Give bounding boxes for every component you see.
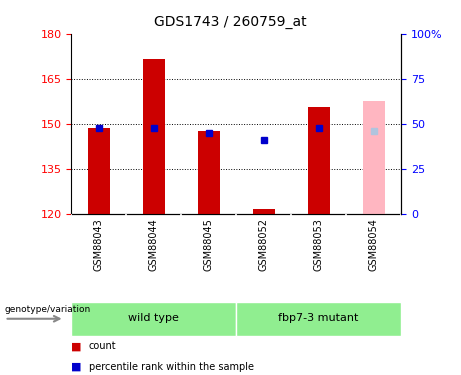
Bar <box>88 128 110 214</box>
Bar <box>307 107 330 214</box>
Text: GSM88045: GSM88045 <box>204 218 214 271</box>
Text: GSM88044: GSM88044 <box>149 218 159 271</box>
Bar <box>236 302 401 336</box>
Bar <box>198 131 220 214</box>
Bar <box>71 302 236 336</box>
Text: genotype/variation: genotype/variation <box>5 305 91 314</box>
Text: GDS1743 / 260759_at: GDS1743 / 260759_at <box>154 15 307 29</box>
Text: ■: ■ <box>71 341 82 351</box>
Text: fbp7-3 mutant: fbp7-3 mutant <box>278 313 359 323</box>
Text: GSM88054: GSM88054 <box>369 218 378 271</box>
Text: ■: ■ <box>71 362 82 372</box>
Text: percentile rank within the sample: percentile rank within the sample <box>89 362 254 372</box>
Text: GSM88052: GSM88052 <box>259 218 269 271</box>
Bar <box>253 209 275 214</box>
Text: GSM88053: GSM88053 <box>313 218 324 271</box>
Bar <box>143 59 165 214</box>
Text: GSM88043: GSM88043 <box>94 218 104 271</box>
Text: wild type: wild type <box>129 313 179 323</box>
Bar <box>363 101 384 214</box>
Text: count: count <box>89 341 117 351</box>
